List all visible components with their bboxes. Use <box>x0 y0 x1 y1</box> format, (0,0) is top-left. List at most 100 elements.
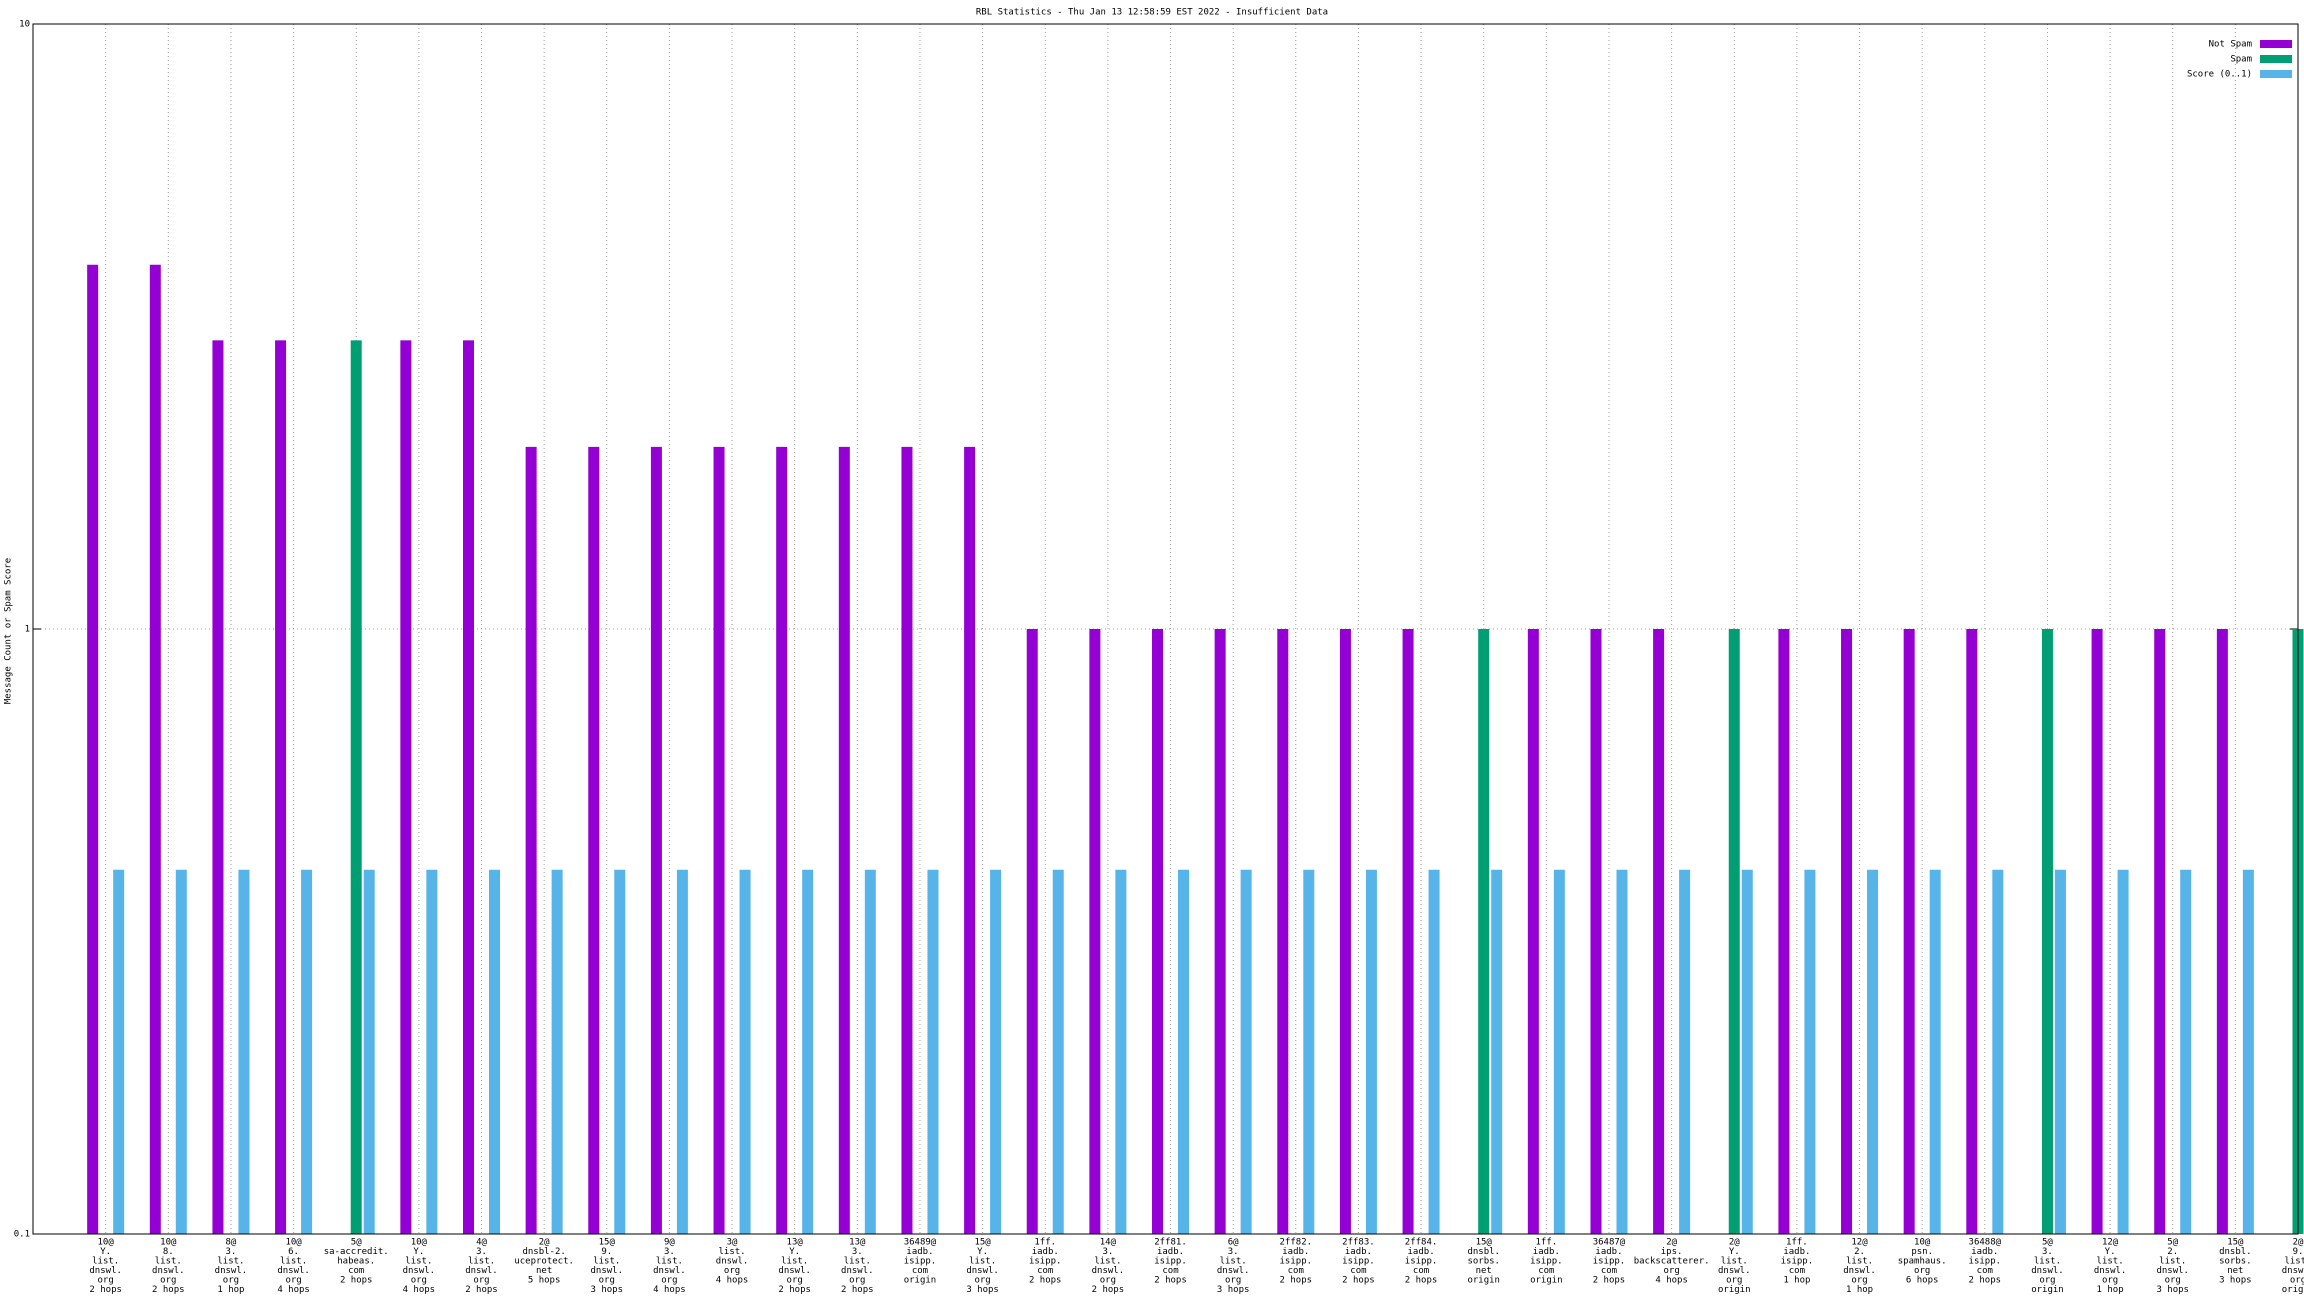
x-tick-label: isipp. <box>1593 1257 1626 1267</box>
x-tick-label: 2@ <box>1729 1238 1740 1248</box>
x-tick-label: org <box>724 1266 740 1276</box>
x-tick-label: dnswl. <box>1718 1266 1751 1276</box>
y-tick-label: 0.1 <box>14 1230 30 1240</box>
legend-swatch <box>2260 40 2292 48</box>
bar <box>1616 869 1628 1234</box>
x-tick-label: iadb. <box>1595 1247 1622 1257</box>
x-tick-label: dnswl. <box>966 1266 999 1276</box>
x-tick-label: 2 hops <box>1092 1285 1125 1295</box>
x-tick-label: org <box>2102 1276 2118 1286</box>
x-tick-label: Y. <box>1729 1247 1740 1257</box>
x-tick-label: list. <box>1094 1257 1121 1267</box>
x-tick-label: 2@ <box>2293 1238 2304 1248</box>
x-tick-label: com <box>1162 1266 1178 1276</box>
x-tick-label: dnswl. <box>1217 1266 1250 1276</box>
x-tick-label: Y. <box>100 1247 111 1257</box>
x-tick-label: dnsbl-2. <box>522 1247 565 1257</box>
bar <box>1089 629 1101 1234</box>
x-tick-label: 4 hops <box>1655 1276 1688 1286</box>
x-tick-label: 2. <box>1854 1247 1865 1257</box>
x-tick-label: isipp. <box>1029 1257 1062 1267</box>
x-tick-label: list. <box>405 1257 432 1267</box>
bar <box>1679 869 1691 1234</box>
x-tick-label: 4 hops <box>653 1285 686 1295</box>
bar <box>1402 629 1414 1234</box>
x-tick-label: com <box>1288 1266 1304 1276</box>
x-tick-label: 3 hops <box>2219 1276 2252 1286</box>
x-tick-label: dnswl. <box>403 1266 436 1276</box>
x-tick-label: 3. <box>2042 1247 2053 1257</box>
x-tick-label: isipp. <box>1405 1257 1438 1267</box>
x-tick-label: org <box>411 1276 427 1286</box>
x-tick-label: backscatterer. <box>1634 1257 1710 1267</box>
x-tick-label: dnswl. <box>215 1266 248 1276</box>
x-tick-label: origin <box>1467 1276 1500 1286</box>
x-tick-label: dnswl. <box>277 1266 310 1276</box>
x-tick-label: sorbs. <box>2219 1257 2252 1267</box>
x-tick-label: isipp. <box>1342 1257 1375 1267</box>
bar <box>2154 629 2166 1234</box>
x-tick-label: isipp. <box>1969 1257 2002 1267</box>
bar <box>1929 869 1941 1234</box>
x-tick-label: list. <box>656 1257 683 1267</box>
x-tick-label: 2@ <box>539 1238 550 1248</box>
x-tick-label: 1ff. <box>1535 1238 1557 1248</box>
x-tick-label: dnswl. <box>1843 1266 1876 1276</box>
bar <box>488 869 500 1234</box>
bar <box>1240 869 1252 1234</box>
bar <box>1728 629 1740 1234</box>
x-tick-label: 5 hops <box>528 1276 561 1286</box>
x-tick-label: 2ff84. <box>1405 1238 1438 1248</box>
x-tick-label: 3. <box>852 1247 863 1257</box>
x-tick-label: dnswl. <box>841 1266 874 1276</box>
x-tick-label: 13@ <box>787 1238 804 1248</box>
x-tick-label: list. <box>280 1257 307 1267</box>
x-tick-label: 4 hops <box>277 1285 310 1295</box>
x-tick-label: sorbs. <box>1467 1257 1500 1267</box>
x-tick-label: 3. <box>1228 1247 1239 1257</box>
x-tick-label: dnswl. <box>591 1266 624 1276</box>
x-tick-label: org <box>1914 1266 1930 1276</box>
x-tick-label: org <box>160 1276 176 1286</box>
bar <box>275 340 287 1234</box>
bar <box>1778 629 1790 1234</box>
x-tick-label: org <box>1726 1276 1742 1286</box>
x-tick-label: list. <box>593 1257 620 1267</box>
x-tick-label: isipp. <box>1280 1257 1313 1267</box>
x-tick-label: 2 hops <box>1342 1276 1375 1286</box>
x-tick-label: org <box>974 1276 990 1286</box>
x-tick-label: list. <box>92 1257 119 1267</box>
x-tick-label: list. <box>781 1257 808 1267</box>
x-tick-label: iadb. <box>1783 1247 1810 1257</box>
x-tick-label: com <box>1538 1266 1554 1276</box>
bar <box>1653 629 1665 1234</box>
x-tick-label: 2 hops <box>1593 1276 1626 1286</box>
x-tick-label: com <box>348 1266 364 1276</box>
x-tick-label: 1ff. <box>1034 1238 1056 1248</box>
y-tick-label: 1 <box>25 625 30 635</box>
bar <box>1478 629 1490 1234</box>
bar <box>350 340 362 1234</box>
x-tick-label: dnswl. <box>152 1266 185 1276</box>
x-tick-label: iadb. <box>1345 1247 1372 1257</box>
bar <box>927 869 939 1234</box>
legend-label: Spam <box>2230 55 2252 65</box>
x-tick-label: list. <box>155 1257 182 1267</box>
bar <box>462 340 474 1234</box>
bar <box>1303 869 1315 1234</box>
x-tick-label: psn. <box>1911 1247 1933 1257</box>
bar <box>551 869 563 1234</box>
bar <box>1178 869 1190 1234</box>
bar <box>2091 629 2103 1234</box>
bar <box>1527 629 1539 1234</box>
x-tick-label: dnswl. <box>2156 1266 2189 1276</box>
bar <box>1339 629 1351 1234</box>
x-tick-label: list. <box>969 1257 996 1267</box>
x-tick-label: org <box>787 1276 803 1286</box>
x-tick-label: iadb. <box>1157 1247 1184 1257</box>
x-tick-label: 2 hops <box>778 1285 811 1295</box>
x-tick-label: org <box>1225 1276 1241 1286</box>
bar <box>650 446 662 1235</box>
x-tick-label: habeas. <box>337 1257 375 1267</box>
x-tick-label: 9. <box>2293 1247 2304 1257</box>
